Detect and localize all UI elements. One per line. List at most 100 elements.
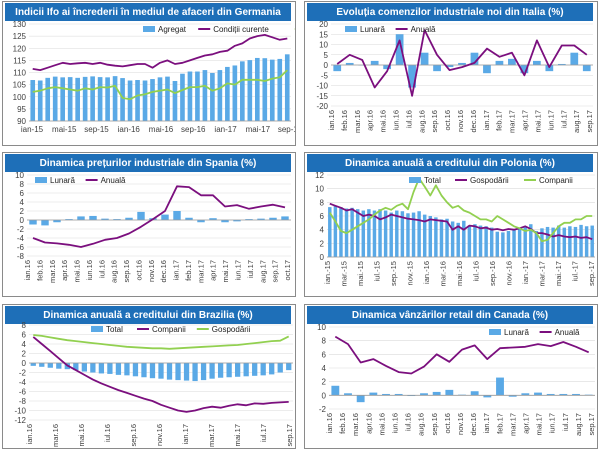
legend-swatch [35,177,47,183]
chart-title: Dinamica prețurilor industriale din Span… [5,154,291,172]
bar [382,393,390,396]
chart-title: Indicii Ifo ai încrederii în mediul de a… [5,3,291,21]
bar [98,363,105,374]
y-tick-label: 10 [15,171,24,180]
bar [235,363,241,377]
x-tick-label: mar.16 [351,413,360,436]
x-tick-label: dec.16 [469,413,478,436]
bar [65,219,73,220]
series-line-gospodării [33,334,290,350]
bar [331,385,340,396]
bar [545,65,554,72]
legend-swatch [143,26,155,32]
bar [269,217,277,220]
bar [245,219,253,220]
legend-label: Companii [152,325,186,334]
bar [572,393,580,396]
bar [30,363,36,366]
bar [557,63,566,65]
bar [556,225,561,257]
bar [67,77,73,121]
bar [233,220,241,222]
y-tick-label: 4 [22,340,27,349]
bar [369,392,378,396]
y-tick-label: 0 [322,391,327,400]
bar [512,229,516,257]
bar [192,363,198,382]
bar [132,363,139,377]
x-tick-label: mai-15 [52,125,77,134]
x-tick-label: oct.16 [134,260,143,280]
x-tick-label: apr.17 [521,110,530,131]
x-tick-label: mar.16 [48,260,57,283]
x-tick-label: aug.17 [574,413,583,436]
bar [187,71,193,121]
bar [545,226,550,257]
y-tick-label: 8 [320,198,325,207]
y-tick-label: 125 [13,32,27,41]
bar [202,70,208,121]
bar [333,205,338,257]
bar [29,220,37,225]
y-tick-label: 2 [22,350,27,359]
x-tick-label: iun.17 [234,260,243,280]
bar [105,77,110,121]
x-tick-label: mai.17 [535,413,544,436]
x-tick-label: iun.16 [85,260,94,280]
bar [432,391,441,396]
x-tick-label: ian.17 [482,413,491,433]
y-tick-label: -8 [17,252,25,261]
chart-panel-3: Dinamica prețurilor industriale din Span… [2,152,296,297]
bar [240,61,245,121]
bar [484,226,488,257]
bar [445,218,449,257]
legend-label: Lunară [360,25,385,34]
bar [150,79,155,121]
x-tick-label: mai.17 [533,110,542,133]
bar [420,393,428,396]
legend-label: Gospodării [212,325,251,334]
bar [546,393,555,396]
bar [395,210,399,257]
y-tick-label: 2 [322,378,327,387]
bar [173,211,181,220]
bar [559,393,568,396]
x-tick-label: iul.-17 [570,261,579,281]
bar [590,225,594,257]
x-tick-label: apr.17 [522,413,531,434]
bar [124,363,130,376]
bar [508,58,516,65]
bar [30,80,36,121]
y-tick-label: 8 [20,180,25,189]
bar [562,227,567,257]
bar [458,62,466,65]
bar [478,225,483,257]
x-tick-label: ian.17 [482,110,491,130]
x-tick-label: iul.17 [559,110,568,128]
bar [281,216,289,220]
legend-label: Anuală [555,328,580,337]
y-tick-label: 0 [320,253,325,262]
y-tick-label: 4 [322,364,327,373]
x-tick-label: feb.16 [338,413,347,434]
bar [534,231,539,257]
y-tick-label: 0 [22,359,27,368]
bar [551,227,555,257]
bar [450,221,455,257]
bar [260,363,266,376]
x-tick-label: ian-15 [21,125,44,134]
bar [52,76,58,121]
x-tick-label: feb.16 [35,260,44,281]
y-tick-label: -12 [14,416,26,425]
bar [372,210,377,257]
legend-label: Condiții curente [213,25,269,34]
x-tick-label: sep-15 [84,125,109,134]
bar [328,207,332,257]
y-tick-label: -20 [316,102,328,111]
legend-swatch [489,329,501,335]
bar [473,224,477,257]
x-tick-label: sep.16 [430,110,439,133]
bar [97,77,103,121]
x-tick-label: ian.16 [327,110,336,130]
